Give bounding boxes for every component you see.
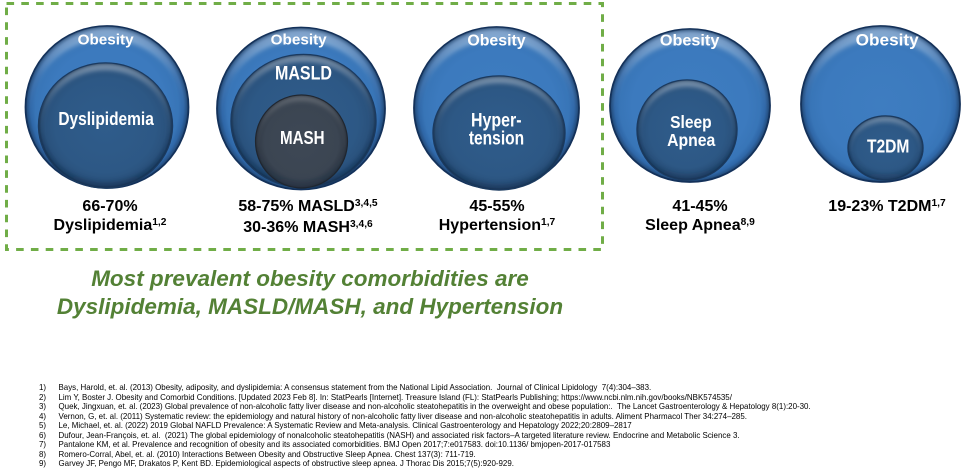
svg-text:MASH: MASH xyxy=(280,128,325,148)
svg-text:Hyper-: Hyper- xyxy=(471,110,522,131)
svg-text:MASLD: MASLD xyxy=(275,63,332,84)
svg-text:tension: tension xyxy=(469,128,524,149)
svg-text:Obesity: Obesity xyxy=(78,32,135,49)
svg-text:Obesity: Obesity xyxy=(467,32,526,49)
svg-text:T2DM: T2DM xyxy=(867,137,910,157)
svg-text:Sleep: Sleep xyxy=(670,112,712,132)
svg-text:Obesity: Obesity xyxy=(856,32,920,50)
svg-text:Obesity: Obesity xyxy=(271,32,328,49)
svg-text:Apnea: Apnea xyxy=(667,130,715,150)
svg-text:Obesity: Obesity xyxy=(660,33,720,50)
svg-text:Dyslipidemia: Dyslipidemia xyxy=(58,108,154,129)
